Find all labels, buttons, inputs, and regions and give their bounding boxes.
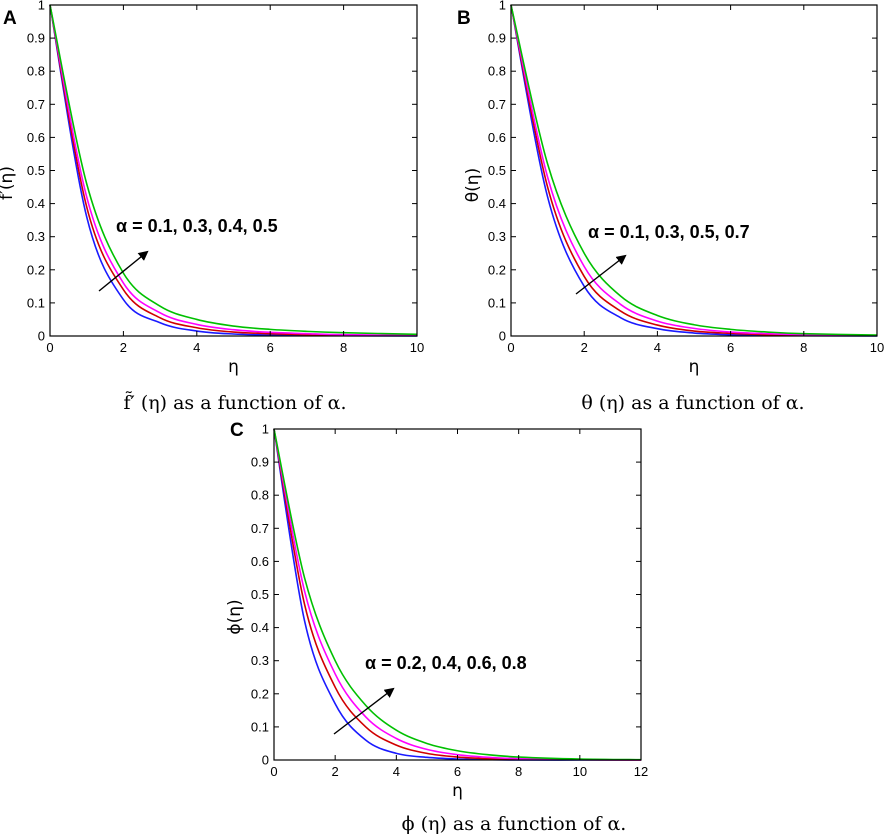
alpha-annotation: α = 0.2, 0.4, 0.6, 0.8	[365, 653, 527, 673]
x-tick-label: 10	[870, 340, 884, 355]
x-tick-label: 4	[393, 764, 400, 779]
y-tick-label: 1	[38, 0, 45, 13]
y-tick-label: 0.4	[488, 196, 506, 211]
y-tick-label: 0.2	[27, 262, 45, 277]
panel-label: C	[230, 420, 244, 441]
trend-arrow	[575, 254, 627, 295]
y-tick-label: 0.6	[251, 554, 269, 569]
x-tick-label: 2	[120, 340, 127, 355]
panel-caption: θ (η) as a function of α.	[581, 392, 804, 414]
series-line-2	[510, 4, 878, 337]
y-tick-label: 0.9	[27, 31, 45, 46]
x-tick-label: 10	[410, 340, 424, 355]
y-tick-label: 0.7	[27, 97, 45, 112]
x-tick-label: 6	[267, 340, 274, 355]
trend-arrow	[333, 687, 395, 735]
x-tick-label: 12	[634, 764, 648, 779]
y-tick-label: 0.1	[27, 295, 45, 310]
alpha-annotation: α = 0.1, 0.3, 0.4, 0.5	[116, 216, 278, 236]
y-tick-label: 1	[499, 0, 506, 13]
chart-panel-c: 0 2 4 6 8 10 1200.10.20.30.40.50.60.70.80.91ηϕ…	[225, 420, 648, 835]
chart-panel-b: 0 2 4 6 8 10 0 0.1 0.2 0.3 0.4 0.5 0.6 0.7 0.8 0.9 1 η θ(η…	[457, 0, 884, 414]
y-tick-label: 0.5	[27, 163, 45, 178]
series-line-4	[273, 428, 642, 761]
y-tick-label: 0.4	[27, 196, 45, 211]
panel-caption: f̃′ (η) as a function of α.	[123, 391, 346, 414]
alpha-annotation: α = 0.1, 0.3, 0.5, 0.7	[588, 222, 750, 242]
y-tick-label: 0.9	[251, 455, 269, 470]
x-axis-label: η	[228, 357, 239, 377]
x-tick-label: 8	[515, 764, 522, 779]
y-tick-label: 0.3	[251, 653, 269, 668]
series-line-4	[510, 4, 878, 336]
x-tick-label: 8	[340, 340, 347, 355]
y-tick-label: 0.4	[251, 620, 269, 635]
panel-label: B	[457, 8, 471, 29]
y-axis-label: ϕ(η)	[225, 599, 245, 634]
x-tick-label: 10	[573, 764, 587, 779]
y-tick-label: 0.3	[488, 229, 506, 244]
y-tick-label: 0.2	[488, 262, 506, 277]
x-tick-label: 8	[800, 340, 807, 355]
y-tick-label: 0.8	[27, 64, 45, 79]
y-tick-label: 0.8	[251, 488, 269, 503]
y-tick-label: 0.7	[251, 521, 269, 536]
y-tick-label: 0.2	[251, 686, 269, 701]
y-tick-label: 0.6	[27, 130, 45, 145]
series-line-3	[49, 4, 418, 337]
series-line-1	[273, 428, 641, 761]
y-tick-label: 0	[499, 329, 506, 344]
y-tick-label: 0.1	[488, 295, 506, 310]
y-tick-label: 0.8	[488, 64, 506, 79]
y-axis-label: θ(η)	[463, 168, 483, 202]
y-tick-label: 0.6	[488, 130, 506, 145]
series-line-3	[273, 428, 642, 761]
x-tick-label: 0	[270, 764, 277, 779]
panel-caption: ϕ (η) as a function of α.	[402, 813, 627, 835]
y-tick-label: 0.3	[27, 229, 45, 244]
x-tick-label: 4	[193, 340, 200, 355]
series-line-3	[510, 4, 878, 337]
y-tick-label: 0.1	[251, 719, 269, 734]
y-tick-label: 1	[262, 422, 269, 437]
x-tick-label: 0	[507, 340, 514, 355]
y-tick-label: 0.7	[488, 97, 506, 112]
y-tick-label: 0.9	[488, 31, 506, 46]
x-tick-label: 2	[581, 340, 588, 355]
series-line-4	[49, 4, 418, 336]
x-axis-label: η	[452, 781, 463, 801]
series-line-1	[510, 4, 878, 337]
series-line-2	[49, 4, 418, 337]
y-axis-label: f̃′(η)	[0, 166, 17, 200]
x-tick-label: 6	[727, 340, 734, 355]
x-tick-label: 0	[46, 340, 53, 355]
chart-panel-a: 0 2 4 6 8 10 0 0.1 0.2 0.3 0.4 0.5 0.6 0.7 0.8 0.9 1 η f̃′…	[0, 0, 424, 414]
x-tick-label: 4	[654, 340, 661, 355]
trend-arrow	[98, 250, 149, 292]
plot-frame	[510, 4, 878, 337]
plot-frame	[273, 428, 642, 761]
y-tick-label: 0.5	[488, 163, 506, 178]
panel-label: A	[3, 8, 17, 29]
y-tick-label: 0.5	[251, 587, 269, 602]
y-tick-label: 0	[262, 753, 269, 768]
x-axis-label: η	[689, 357, 700, 377]
x-tick-label: 2	[332, 764, 339, 779]
y-tick-label: 0	[38, 329, 45, 344]
series-line-2	[273, 428, 642, 761]
x-tick-label: 6	[454, 764, 461, 779]
